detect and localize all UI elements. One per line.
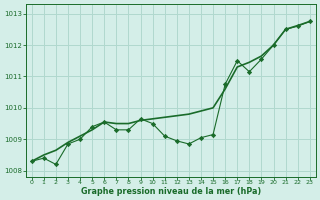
X-axis label: Graphe pression niveau de la mer (hPa): Graphe pression niveau de la mer (hPa) — [81, 187, 261, 196]
